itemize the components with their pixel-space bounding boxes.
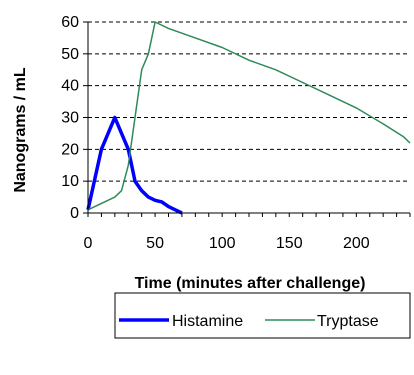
- y-tick-label-20: 20: [61, 141, 79, 158]
- x-tick-label-150: 150: [276, 235, 303, 252]
- x-axis-ticks: 0 50 100 150 200: [84, 213, 411, 252]
- x-axis-title: Time (minutes after challenge): [135, 275, 366, 292]
- series-line-histamine: [86, 115, 183, 215]
- grid-lines: [88, 21, 410, 182]
- y-tick-label-40: 40: [61, 78, 79, 95]
- legend-label-histamine: Histamine: [172, 313, 243, 330]
- legend: Histamine Tryptase: [114, 292, 411, 339]
- x-tick-label-100: 100: [209, 235, 236, 252]
- series-lines: [86, 21, 411, 215]
- y-tick-label-60: 60: [61, 14, 79, 31]
- y-axis-ticks: 0 10 20 30 40 50 60: [61, 14, 88, 222]
- y-tick-label-0: 0: [70, 205, 79, 222]
- legend-label-tryptase: Tryptase: [317, 313, 379, 330]
- y-tick-label-50: 50: [61, 46, 79, 63]
- series-line-tryptase: [87, 21, 411, 211]
- x-tick-label-200: 200: [343, 235, 370, 252]
- legend-box: [114, 292, 411, 339]
- x-tick-label-0: 0: [84, 235, 93, 252]
- y-axis-title: Nanograms / mL: [12, 67, 29, 193]
- y-tick-label-30: 30: [61, 110, 79, 127]
- y-tick-label-10: 10: [61, 173, 79, 190]
- x-tick-label-50: 50: [146, 235, 164, 252]
